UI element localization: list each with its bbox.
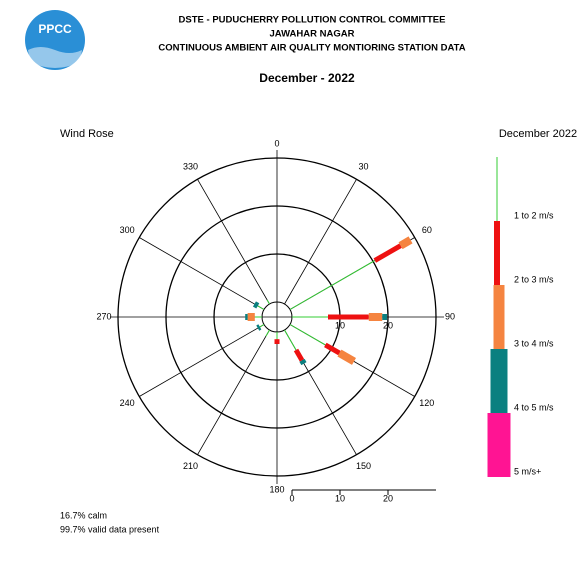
scale-tick-label: 10 — [335, 493, 345, 503]
rose-segment — [256, 324, 262, 331]
chart-title: Wind Rose — [60, 128, 114, 140]
scale-tick-label: 20 — [383, 493, 393, 503]
spoke — [197, 329, 270, 455]
rose-segment — [257, 305, 265, 310]
direction-label: 330 — [183, 162, 198, 172]
legend-label: 3 to 4 m/s — [514, 338, 554, 348]
rose-segment — [252, 301, 260, 309]
logo-wave — [28, 47, 82, 68]
rose-segment — [289, 324, 326, 346]
legend-title: December 2022 — [499, 128, 577, 140]
legend-label: 1 to 2 m/s — [514, 210, 554, 220]
legend-label: 4 to 5 m/s — [514, 402, 554, 412]
rose-segment — [299, 358, 307, 366]
legend-swatch — [494, 221, 500, 285]
note: 16.7% calm — [60, 510, 107, 520]
period: December - 2022 — [259, 71, 355, 85]
spoke — [139, 324, 265, 397]
spoke — [139, 237, 265, 310]
direction-label: 60 — [422, 225, 432, 235]
direction-label: 120 — [419, 398, 434, 408]
legend-label: 2 to 3 m/s — [514, 274, 554, 284]
direction-label: 150 — [356, 461, 371, 471]
rose-segment — [259, 324, 265, 328]
rose-segment — [289, 260, 376, 310]
header-line: CONTINUOUS AMBIENT AIR QUALITY MONTIORIN… — [158, 43, 465, 54]
header-line: DSTE - PUDUCHERRY POLLUTION CONTROL COMM… — [179, 15, 446, 26]
direction-label: 270 — [96, 311, 111, 321]
rose-segment — [324, 342, 341, 356]
ring-label: 20 — [383, 320, 393, 330]
rose-segment — [337, 349, 357, 365]
ring-label: 10 — [335, 320, 345, 330]
rose-segment — [293, 348, 305, 362]
spoke — [197, 179, 270, 305]
rose-segment — [266, 299, 270, 305]
rose-segment — [373, 243, 402, 263]
direction-label: 0 — [274, 138, 279, 148]
scale-tick-label: 0 — [289, 493, 294, 503]
direction-label: 90 — [445, 311, 455, 321]
direction-label: 210 — [183, 461, 198, 471]
legend-label: 5 m/s+ — [514, 466, 541, 476]
direction-label: 180 — [269, 484, 284, 494]
direction-label: 240 — [120, 398, 135, 408]
spoke — [284, 179, 357, 305]
note: 99.7% valid data present — [60, 524, 160, 534]
legend-swatch — [487, 413, 511, 477]
rose-segment — [265, 329, 270, 337]
legend-swatch — [490, 349, 508, 413]
rose-segment — [398, 236, 413, 250]
legend-swatch — [496, 157, 498, 221]
direction-label: 300 — [120, 225, 135, 235]
header-line: JAWAHAR NAGAR — [270, 29, 355, 40]
direction-label: 30 — [358, 162, 368, 172]
legend-swatch — [493, 285, 505, 349]
logo-text: PPCC — [38, 22, 72, 36]
rose-segment — [284, 329, 297, 351]
